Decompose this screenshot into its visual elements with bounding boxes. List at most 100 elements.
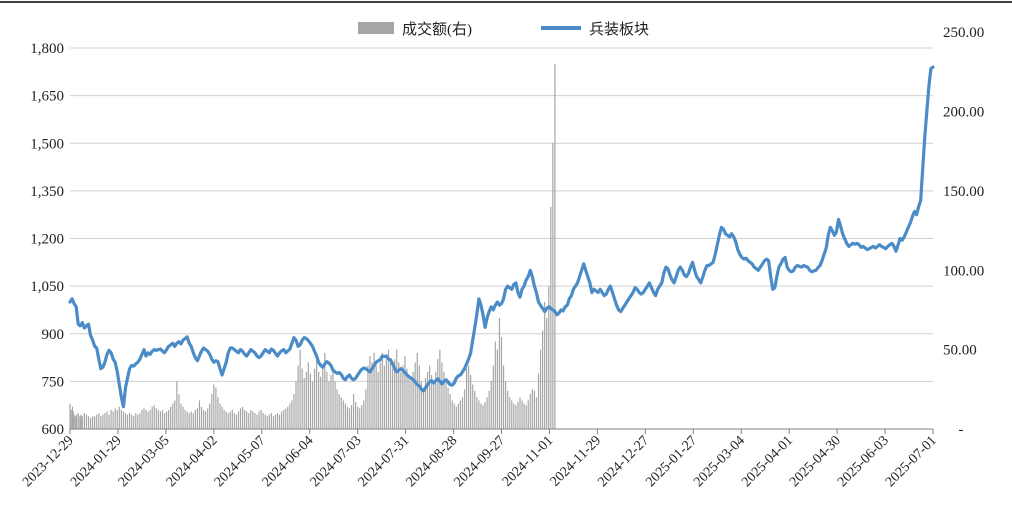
volume-bar	[373, 352, 375, 429]
volume-bar	[313, 368, 316, 429]
volume-bar	[389, 362, 392, 429]
volume-bar	[69, 403, 71, 429]
volume-bar	[359, 408, 361, 429]
volume-bar	[511, 400, 513, 429]
volume-bar	[422, 387, 425, 429]
volume-bar	[509, 397, 511, 429]
volume-bar	[322, 365, 324, 429]
volume-bar	[231, 409, 233, 429]
volume-bar	[490, 381, 492, 429]
volume-bar	[153, 405, 155, 429]
volume-bar	[293, 394, 295, 429]
volume-bar	[157, 409, 159, 429]
volume-bar	[465, 368, 468, 429]
x-axis-tick-label: 2024-08-28	[404, 433, 461, 490]
volume-bar	[75, 414, 78, 429]
volume-bar	[264, 414, 266, 429]
volume-bar	[324, 352, 326, 429]
volume-bar	[215, 387, 217, 429]
volume-bar	[299, 349, 301, 429]
volume-bar	[135, 413, 137, 429]
volume-bar	[108, 414, 110, 429]
volume-bar	[328, 381, 330, 429]
volume-bar	[276, 413, 279, 429]
volume-bar	[256, 414, 258, 429]
volume-bar	[519, 397, 521, 429]
volume-bar	[114, 408, 116, 429]
volume-bar	[340, 397, 342, 429]
volume-bar	[492, 365, 494, 429]
volume-bar	[377, 371, 379, 429]
volume-bar	[81, 416, 83, 429]
volume-bar	[100, 416, 102, 429]
legend-label-volume: 成交额(右)	[402, 20, 472, 38]
volume-bar	[412, 371, 414, 429]
x-axis-tick-label: 2024-07-31	[356, 433, 413, 490]
volume-bar	[426, 371, 429, 429]
volume-bar	[315, 359, 318, 429]
volume-bar	[89, 417, 92, 429]
volume-bar	[548, 286, 550, 429]
volume-bar	[165, 411, 168, 429]
volume-bar	[552, 143, 554, 429]
left-axis-tick-label: 900	[42, 327, 65, 343]
volume-bar	[159, 411, 162, 429]
right-axis-tick-label: 200.00	[943, 105, 984, 121]
volume-bar	[525, 405, 527, 429]
volume-bar	[106, 411, 108, 429]
volume-bar	[396, 349, 398, 429]
volume-bar	[369, 355, 371, 429]
volume-bar	[285, 408, 287, 429]
volume-bar	[77, 413, 79, 429]
volume-bar	[176, 381, 178, 429]
volume-bar	[498, 317, 501, 429]
volume-bar	[143, 408, 145, 429]
volume-bar	[445, 381, 447, 429]
index-line	[68, 65, 935, 409]
volume-bar	[172, 403, 174, 429]
volume-bar	[447, 387, 449, 429]
volume-bar	[338, 394, 340, 429]
volume-bar	[211, 394, 213, 429]
volume-bar	[515, 405, 517, 429]
volume-bar	[414, 362, 416, 429]
volume-bar	[92, 416, 94, 429]
volume-bar	[258, 411, 260, 429]
volume-bar	[416, 352, 418, 429]
volume-bar	[371, 362, 373, 429]
volume-bar	[459, 400, 462, 429]
volume-bar	[219, 403, 221, 429]
left-axis-tick-label: 750	[42, 374, 65, 390]
volume-bar	[394, 359, 396, 429]
volume-bar	[449, 394, 451, 429]
right-axis-tick-label: 100.00	[943, 263, 984, 279]
volume-bar	[367, 365, 369, 429]
volume-bar	[517, 402, 519, 429]
volume-bar	[145, 409, 147, 429]
volume-bar	[435, 371, 437, 429]
volume-bar	[355, 402, 357, 429]
volume-bar	[400, 371, 402, 429]
volume-bar	[70, 409, 72, 429]
volume-bar	[98, 413, 100, 429]
volume-bar	[484, 402, 486, 429]
volume-bar	[229, 411, 231, 429]
volume-bar	[546, 317, 548, 429]
volume-bar	[381, 352, 383, 429]
x-axis-tick-label: 2024-07-03	[308, 433, 365, 490]
x-axis-tick-label: 2025-03-04	[691, 433, 748, 490]
volume-bar	[248, 413, 250, 429]
volume-bar	[482, 405, 484, 429]
right-axis-tick-label: 150.00	[943, 184, 984, 200]
volume-bar	[227, 413, 229, 429]
volume-bar	[116, 409, 118, 429]
volume-bar	[472, 384, 474, 429]
x-axis-tick-label: 2024-09-27	[452, 433, 509, 490]
volume-bar	[303, 378, 305, 429]
volume-bar	[470, 375, 472, 429]
volume-bar	[387, 349, 390, 429]
volume-bar	[155, 408, 157, 429]
volume-bar	[535, 397, 538, 429]
volume-bar	[474, 390, 476, 429]
